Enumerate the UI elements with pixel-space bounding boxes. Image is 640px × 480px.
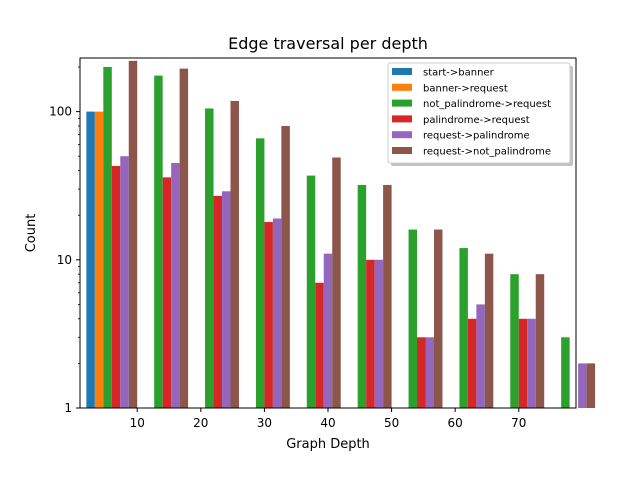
- legend-label: start->banner: [423, 68, 495, 79]
- x-axis-label: Graph Depth: [286, 437, 370, 452]
- bar: [518, 318, 528, 408]
- legend-swatch: [392, 99, 412, 107]
- bar: [179, 68, 189, 409]
- bar: [357, 184, 367, 408]
- bar: [467, 318, 477, 408]
- bar: [86, 111, 95, 409]
- bar: [383, 184, 392, 408]
- bar: [425, 337, 434, 408]
- bar: [103, 67, 112, 408]
- chart-title: Edge traversal per depth: [228, 34, 428, 53]
- bar: [230, 100, 239, 408]
- bar: [111, 165, 121, 408]
- legend-box: [387, 62, 571, 164]
- legend-swatch: [392, 83, 412, 91]
- legend-swatch: [392, 115, 412, 123]
- bar: [433, 229, 443, 408]
- bar: [120, 156, 129, 408]
- bar: [484, 253, 494, 408]
- bar: [281, 125, 290, 408]
- legend-swatch: [392, 131, 412, 139]
- x-tick-label: 20: [193, 416, 208, 430]
- bar: [154, 75, 163, 408]
- legend-label: banner->request: [423, 83, 508, 94]
- bar: [306, 175, 316, 408]
- x-tick-label: 10: [130, 416, 145, 430]
- bar: [586, 363, 596, 408]
- bar: [171, 163, 180, 408]
- bar: [222, 191, 231, 408]
- bar: [264, 221, 273, 408]
- legend-label: palindrome->request: [423, 115, 530, 126]
- bar: [205, 108, 214, 408]
- bar: [94, 111, 104, 409]
- legend-swatch: [392, 147, 412, 154]
- x-axis-ticks: 10 20 30 40 50 60 70: [130, 408, 526, 430]
- x-tick-label: 60: [448, 416, 463, 430]
- bar: [128, 60, 138, 409]
- bar: [366, 259, 375, 408]
- bar: [272, 218, 282, 408]
- bar: [578, 363, 587, 408]
- bar: [162, 177, 172, 408]
- legend-label: not_palindrome->request: [423, 99, 551, 110]
- bar: [561, 337, 570, 408]
- bar: [315, 282, 324, 408]
- bars-layer: [86, 60, 596, 409]
- legend-label: request->not_palindrome: [423, 147, 551, 158]
- bar: [374, 259, 384, 408]
- y-tick-label: 100: [49, 105, 72, 119]
- x-tick-label: 40: [320, 416, 335, 430]
- y-axis-label: Count: [24, 214, 39, 253]
- bar: [417, 337, 426, 408]
- y-axis-ticks: 1 10 100: [49, 66, 80, 415]
- x-tick-label: 70: [511, 416, 526, 430]
- x-tick-label: 30: [257, 416, 272, 430]
- x-tick-label: 50: [384, 416, 399, 430]
- y-tick-label: 1: [64, 401, 72, 415]
- bar: [323, 253, 333, 408]
- legend-label: request->palindrome: [423, 131, 530, 142]
- legend-swatch: [392, 68, 412, 75]
- bar: [510, 274, 519, 408]
- bar: [535, 274, 545, 408]
- bar: [408, 229, 418, 408]
- legend: start->banner banner->request not_palindro…: [387, 62, 573, 166]
- bar: [459, 248, 468, 408]
- bar: [213, 195, 223, 408]
- y-tick-label: 10: [57, 253, 72, 267]
- bar: [527, 318, 536, 408]
- bar: [255, 138, 265, 408]
- bar: [476, 304, 485, 408]
- bar: [332, 157, 341, 408]
